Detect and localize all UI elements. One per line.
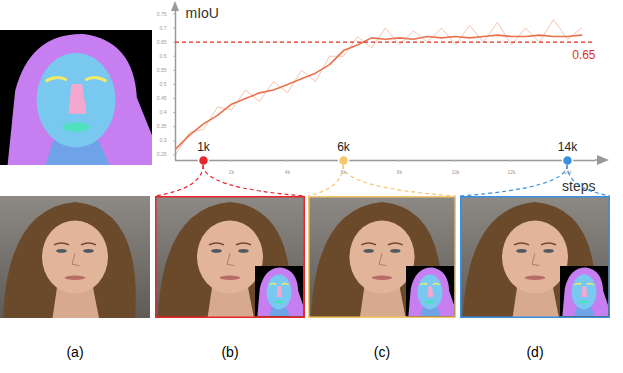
svg-text:0.55: 0.55	[157, 67, 167, 73]
svg-text:0.75: 0.75	[157, 11, 167, 17]
svg-text:0.45: 0.45	[157, 95, 167, 101]
svg-text:0.65: 0.65	[572, 48, 596, 62]
svg-text:14k: 14k	[563, 169, 572, 175]
svg-text:14k: 14k	[558, 140, 578, 154]
svg-text:2k: 2k	[229, 169, 235, 175]
svg-text:1k: 1k	[197, 140, 211, 154]
svg-text:6k: 6k	[341, 169, 347, 175]
svg-text:8k: 8k	[397, 169, 403, 175]
svg-text:10k: 10k	[451, 169, 460, 175]
svg-text:mIoU: mIoU	[186, 5, 219, 21]
svg-text:0.5: 0.5	[160, 81, 167, 87]
svg-text:steps: steps	[562, 178, 595, 194]
svg-text:0.7: 0.7	[160, 25, 167, 31]
svg-text:4k: 4k	[285, 169, 291, 175]
svg-text:0.3: 0.3	[160, 137, 167, 143]
svg-text:(b): (b)	[221, 344, 238, 360]
svg-text:0.4: 0.4	[160, 109, 167, 115]
svg-text:6k: 6k	[337, 140, 351, 154]
svg-text:(d): (d)	[526, 344, 543, 360]
svg-text:0.25: 0.25	[157, 151, 167, 157]
svg-text:(c): (c)	[374, 344, 390, 360]
svg-text:12k: 12k	[507, 169, 516, 175]
svg-text:(a): (a)	[66, 344, 83, 360]
svg-text:0.65: 0.65	[157, 39, 167, 45]
svg-text:0.35: 0.35	[157, 123, 167, 129]
svg-text:0.6: 0.6	[160, 53, 167, 59]
